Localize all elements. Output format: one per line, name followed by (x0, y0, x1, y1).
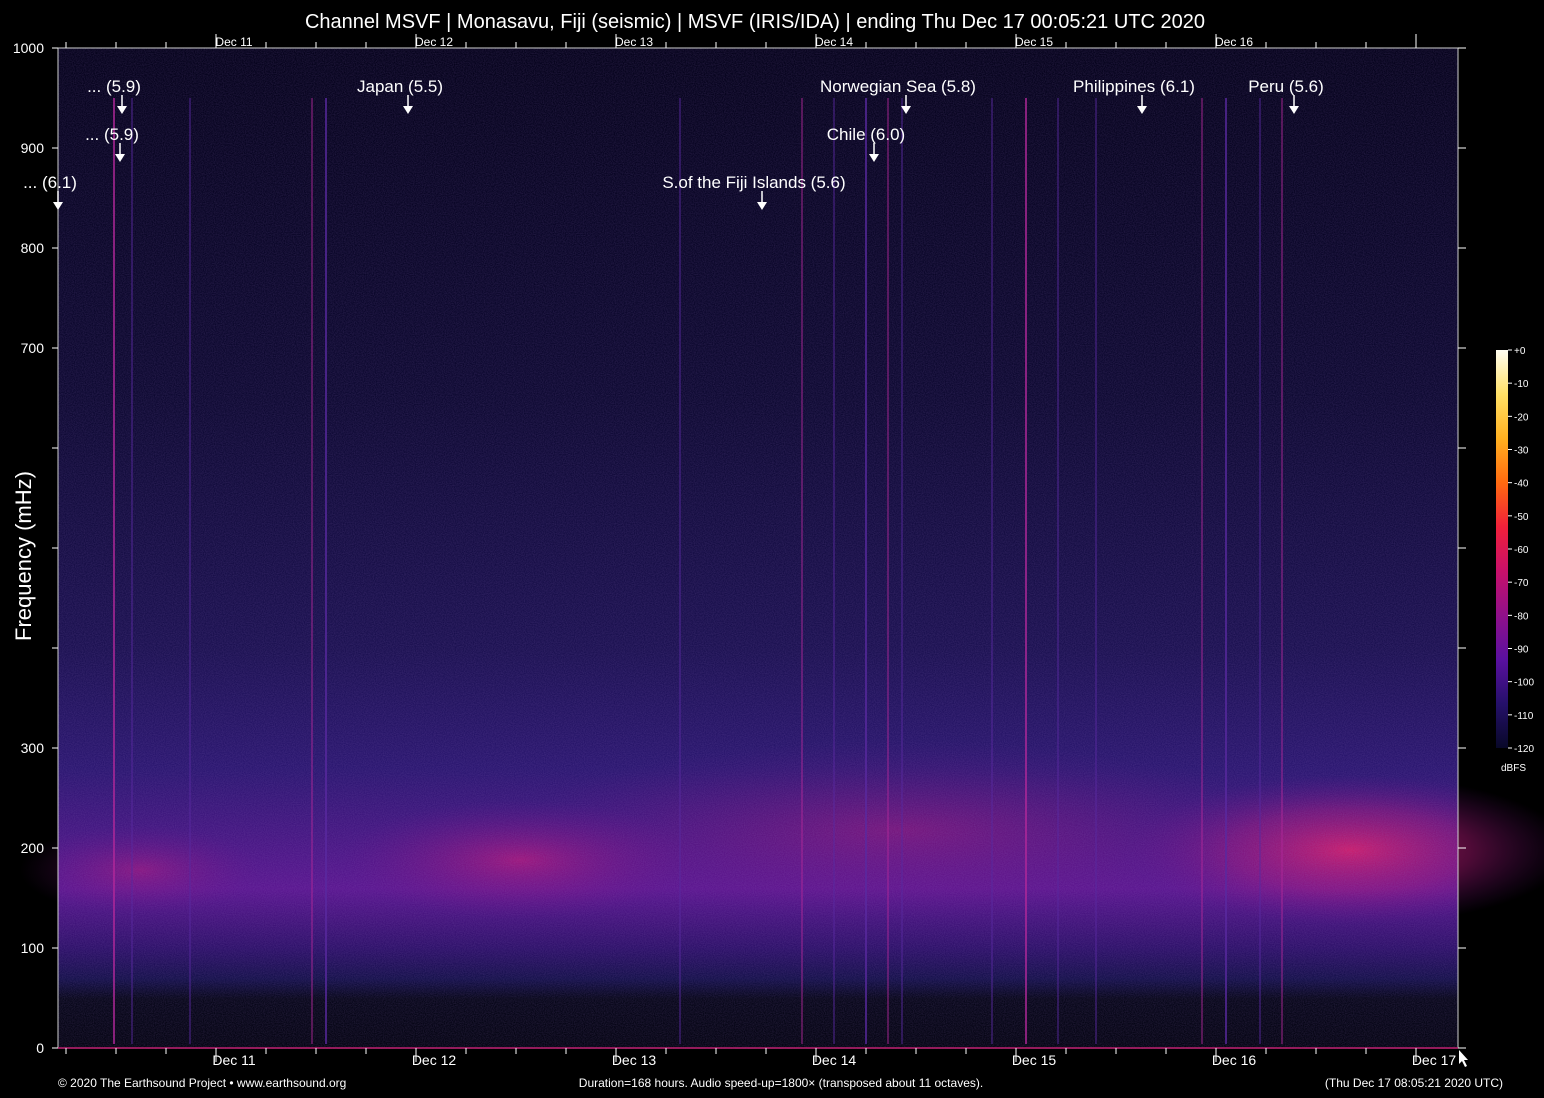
colorbar-unit-label: dBFS (1501, 763, 1526, 774)
colorbar-tick-label: -40 (1514, 479, 1529, 490)
annotation-label: Norwegian Sea (5.8) (820, 77, 976, 96)
x-tick-label-top: Dec 11 (215, 35, 252, 49)
footer-duration: Duration=168 hours. Audio speed-up=1800×… (579, 1076, 983, 1090)
y-tick-label: 100 (21, 940, 45, 956)
annotation-label: Peru (5.6) (1248, 77, 1324, 96)
x-tick-label-bottom: Dec 15 (1012, 1052, 1057, 1068)
colorbar-tick-label: -30 (1514, 446, 1529, 457)
annotation-label: Japan (5.5) (357, 77, 443, 96)
down-arrow-icon (115, 154, 125, 162)
cursor-arrow-icon (1459, 1050, 1468, 1067)
x-tick-label-bottom: Dec 11 (212, 1052, 256, 1068)
x-tick-label-bottom: Dec 17 (1412, 1052, 1457, 1068)
y-tick-label: 0 (36, 1040, 44, 1056)
x-tick-label-top: Dec 15 (1015, 35, 1053, 49)
annotation-label: ... (6.1) (23, 173, 77, 192)
colorbar: dBFS +0 -10 -20 -30 -40 -50 -60 -70 -80 -90 -100 -1… (1496, 346, 1534, 774)
down-arrow-icon (1289, 106, 1299, 114)
y-tick-label: 300 (21, 740, 45, 756)
annotation-label: S.of the Fiji Islands (5.6) (662, 173, 845, 192)
colorbar-tick-label: -70 (1514, 578, 1529, 589)
colorbar-tick-label: -50 (1514, 512, 1529, 523)
down-arrow-icon (117, 106, 127, 114)
y-tick-label: 200 (21, 840, 45, 856)
y-tick-label: 800 (21, 240, 45, 256)
down-arrow-icon (403, 106, 413, 114)
down-arrow-icon (1137, 106, 1147, 114)
colorbar-tick-label: -120 (1514, 744, 1534, 755)
spectrogram-plot-area (20, 48, 1544, 1049)
colorbar-tick-label: -20 (1514, 412, 1529, 423)
colorbar-tick-label: -60 (1514, 545, 1529, 556)
y-tick-label: 900 (21, 140, 45, 156)
y-axis-label: Frequency (mHz) (11, 471, 36, 641)
earthquake-annotations: ... (6.1) ... (5.9) ... (5.9) Japan (5.5) S.… (23, 77, 1324, 210)
annotation-label: Chile (6.0) (827, 125, 905, 144)
colorbar-tick-label: +0 (1514, 346, 1526, 357)
x-tick-label-bottom: Dec 16 (1212, 1052, 1257, 1068)
x-tick-label-bottom: Dec 12 (412, 1052, 457, 1068)
x-tick-label-bottom: Dec 13 (612, 1052, 657, 1068)
x-tick-label-top: Dec 12 (415, 35, 453, 49)
annotation-label: ... (5.9) (87, 77, 141, 96)
y-tick-label: 1000 (13, 40, 44, 56)
x-tick-label-top: Dec 13 (615, 35, 653, 49)
y-axis-ticks: 0 100 200 300 700 800 900 1000 (13, 40, 1466, 1056)
colorbar-tick-label: -90 (1514, 645, 1529, 656)
event-streaks (113, 98, 1283, 1044)
down-arrow-icon (53, 202, 63, 210)
footer-copyright: © 2020 The Earthsound Project • www.eart… (58, 1076, 346, 1090)
x-tick-label-top: Dec 14 (815, 35, 853, 49)
x-axis-ticks: Dec 11 Dec 11 Dec 12 Dec 12 Dec 13 Dec 13 Dec … (65, 34, 1457, 1068)
y-tick-label: 700 (21, 340, 45, 356)
footer-timestamp: (Thu Dec 17 08:05:21 2020 UTC) (1325, 1076, 1503, 1090)
down-arrow-icon (757, 202, 767, 210)
down-arrow-icon (869, 154, 879, 162)
annotation-label: ... (5.9) (85, 125, 139, 144)
x-tick-label-bottom: Dec 14 (812, 1052, 857, 1068)
colorbar-tick-label: -80 (1514, 611, 1529, 622)
annotation-label: Philippines (6.1) (1073, 77, 1195, 96)
colorbar-tick-label: -110 (1514, 711, 1534, 722)
chart-title: Channel MSVF | Monasavu, Fiji (seismic) … (305, 11, 1205, 33)
down-arrow-icon (901, 106, 911, 114)
colorbar-tick-label: -10 (1514, 379, 1529, 390)
x-tick-label-top: Dec 16 (1215, 35, 1253, 49)
colorbar-tick-label: -100 (1514, 678, 1534, 689)
